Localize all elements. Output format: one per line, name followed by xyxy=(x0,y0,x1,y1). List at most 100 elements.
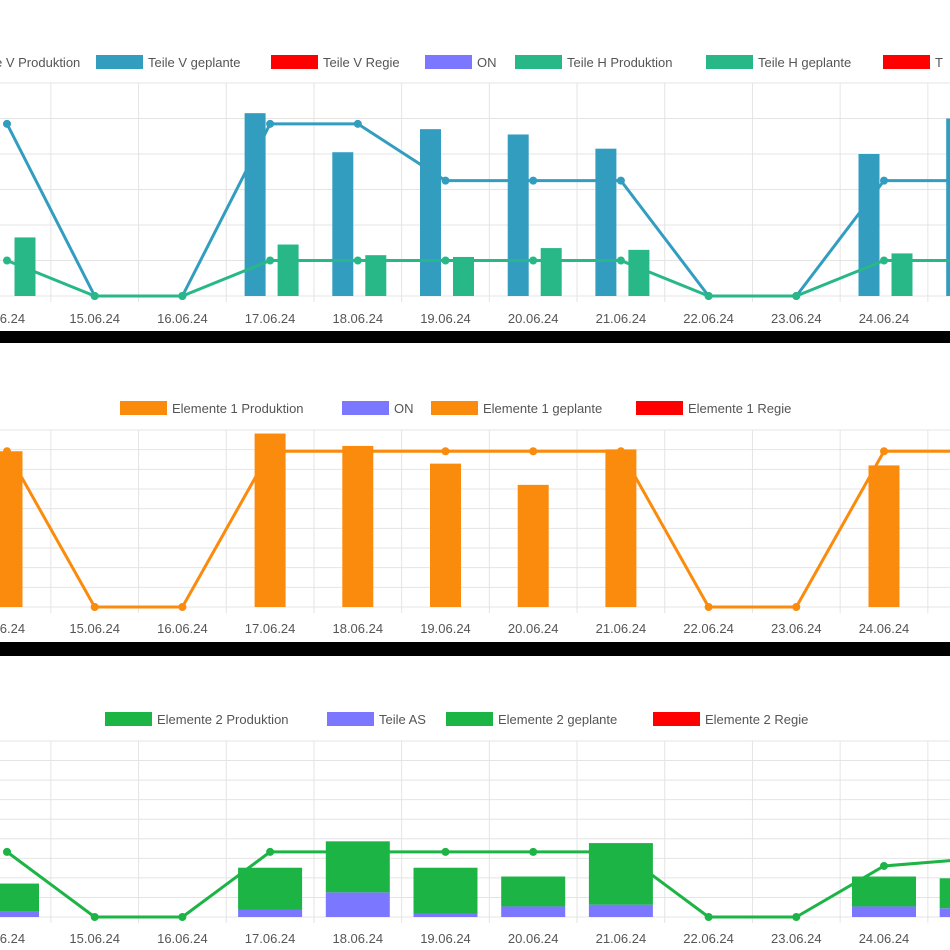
legend-item[interactable]: Elemente 1 geplante xyxy=(431,401,602,416)
bar[interactable] xyxy=(413,913,478,917)
series-point[interactable] xyxy=(880,176,888,185)
legend-item[interactable]: Elemente 2 geplante xyxy=(446,712,617,727)
bar[interactable] xyxy=(891,253,913,296)
bar[interactable] xyxy=(430,463,461,607)
bar[interactable] xyxy=(852,906,916,917)
series-point[interactable] xyxy=(880,861,888,870)
x-tick-label: 18.06.24 xyxy=(332,621,383,636)
bar[interactable] xyxy=(244,113,266,296)
series-point[interactable] xyxy=(3,447,11,456)
bar[interactable] xyxy=(342,445,374,607)
series-point[interactable] xyxy=(792,603,801,611)
legend-item[interactable]: Teile H Produktion xyxy=(515,55,673,70)
series-point[interactable] xyxy=(3,256,11,265)
legend-item[interactable]: Elemente 2 Regie xyxy=(653,712,808,727)
bar[interactable] xyxy=(858,154,880,296)
bar[interactable] xyxy=(0,451,23,607)
bar[interactable] xyxy=(413,867,478,914)
legend-item[interactable]: ON xyxy=(342,401,414,416)
series-point[interactable] xyxy=(90,603,99,611)
series-point[interactable] xyxy=(353,256,362,265)
series-point[interactable] xyxy=(704,913,713,921)
series-point[interactable] xyxy=(616,847,625,856)
legend-label: Elemente 2 Regie xyxy=(705,712,808,727)
bar[interactable] xyxy=(453,256,474,296)
legend-swatch xyxy=(446,712,493,726)
bar[interactable] xyxy=(946,118,950,297)
bar[interactable] xyxy=(507,134,529,296)
series-point[interactable] xyxy=(266,119,275,128)
bar[interactable] xyxy=(939,878,950,909)
series-point[interactable] xyxy=(178,292,187,300)
legend-item[interactable]: Elemente 1 Regie xyxy=(636,401,791,416)
series-point[interactable] xyxy=(441,447,450,456)
series-point[interactable] xyxy=(529,256,538,265)
bar[interactable] xyxy=(277,244,299,296)
series-point[interactable] xyxy=(353,119,362,128)
series-point[interactable] xyxy=(792,913,801,921)
series-point[interactable] xyxy=(704,292,713,300)
series-point[interactable] xyxy=(178,603,187,611)
series-point[interactable] xyxy=(616,447,625,456)
series-point[interactable] xyxy=(704,603,713,611)
legend-swatch xyxy=(515,55,562,69)
series-point[interactable] xyxy=(441,847,450,856)
bar[interactable] xyxy=(540,248,562,296)
series-point[interactable] xyxy=(792,292,801,300)
bar[interactable] xyxy=(325,892,390,917)
legend-item[interactable]: T xyxy=(883,55,943,70)
series-point[interactable] xyxy=(353,447,362,456)
x-tick-label: 16.06.24 xyxy=(157,621,208,636)
x-tick-label: .06.24 xyxy=(0,311,25,326)
bar[interactable] xyxy=(588,904,653,917)
series-point[interactable] xyxy=(616,256,625,265)
bar[interactable] xyxy=(939,908,950,917)
x-tick-label: 19.06.24 xyxy=(420,621,471,636)
bar[interactable] xyxy=(420,129,441,296)
bar[interactable] xyxy=(238,867,303,910)
series-point[interactable] xyxy=(529,176,538,185)
bar[interactable] xyxy=(254,433,286,607)
legend-item[interactable]: Teile V geplante xyxy=(96,55,241,70)
series-point[interactable] xyxy=(880,256,888,265)
bar[interactable] xyxy=(501,876,566,907)
legend-label: Teile V Regie xyxy=(323,55,400,70)
series-point[interactable] xyxy=(3,119,11,128)
series-point[interactable] xyxy=(529,447,538,456)
legend-item[interactable]: e V Produktion xyxy=(0,55,80,70)
bar[interactable] xyxy=(868,465,900,607)
series-point[interactable] xyxy=(441,176,450,185)
series-point[interactable] xyxy=(529,847,538,856)
legend-item[interactable]: Teile AS xyxy=(327,712,426,727)
bar[interactable] xyxy=(628,249,650,296)
legend-item[interactable]: Elemente 1 Produktion xyxy=(120,401,304,416)
series-point[interactable] xyxy=(90,913,99,921)
x-tick-label: 21.06.24 xyxy=(596,621,647,636)
legend-item[interactable]: ON xyxy=(425,55,497,70)
legend-item[interactable]: Teile V Regie xyxy=(271,55,400,70)
legend: Elemente 1 Produktion ON Elemente 1 geplan… xyxy=(120,401,791,416)
bar[interactable] xyxy=(0,883,39,912)
series-point[interactable] xyxy=(266,447,275,456)
legend-swatch xyxy=(653,712,700,726)
series-point[interactable] xyxy=(266,256,275,265)
series-point[interactable] xyxy=(616,176,625,185)
series-point[interactable] xyxy=(441,256,450,265)
series-point[interactable] xyxy=(353,847,362,856)
series-point[interactable] xyxy=(90,292,99,300)
bar[interactable] xyxy=(0,911,39,917)
bar[interactable] xyxy=(852,876,916,907)
bar[interactable] xyxy=(238,909,303,917)
bar[interactable] xyxy=(501,906,566,917)
bar[interactable] xyxy=(365,255,387,296)
legend-item[interactable]: Teile H geplante xyxy=(706,55,851,70)
series-point[interactable] xyxy=(880,447,888,456)
bar[interactable] xyxy=(517,484,549,607)
series-point[interactable] xyxy=(3,847,11,856)
bar[interactable] xyxy=(595,148,617,296)
legend-item[interactable]: Elemente 2 Produktion xyxy=(105,712,289,727)
bar[interactable] xyxy=(332,152,354,296)
bar[interactable] xyxy=(605,449,637,607)
series-point[interactable] xyxy=(178,913,187,921)
series-point[interactable] xyxy=(266,847,275,856)
